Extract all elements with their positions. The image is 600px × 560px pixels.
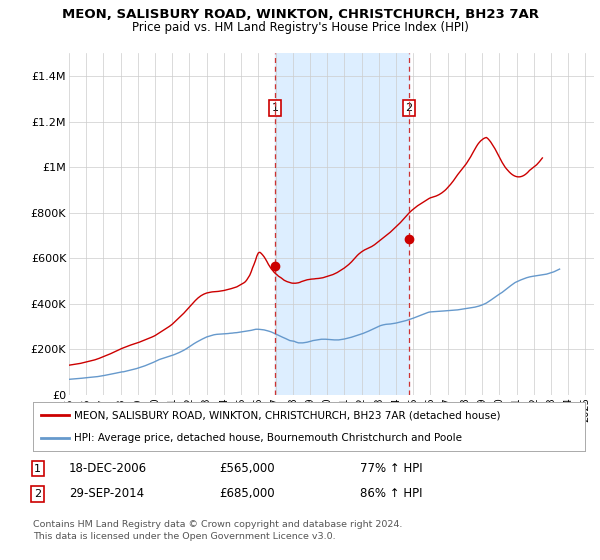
Text: 1: 1 bbox=[271, 103, 278, 113]
Text: MEON, SALISBURY ROAD, WINKTON, CHRISTCHURCH, BH23 7AR: MEON, SALISBURY ROAD, WINKTON, CHRISTCHU… bbox=[62, 8, 539, 21]
Text: Price paid vs. HM Land Registry's House Price Index (HPI): Price paid vs. HM Land Registry's House … bbox=[131, 21, 469, 34]
Text: Contains HM Land Registry data © Crown copyright and database right 2024.: Contains HM Land Registry data © Crown c… bbox=[33, 520, 403, 529]
Bar bbox=[275, 53, 409, 395]
Text: 86% ↑ HPI: 86% ↑ HPI bbox=[360, 487, 422, 501]
Text: MEON, SALISBURY ROAD, WINKTON, CHRISTCHURCH, BH23 7AR (detached house): MEON, SALISBURY ROAD, WINKTON, CHRISTCHU… bbox=[74, 410, 501, 421]
Text: HPI: Average price, detached house, Bournemouth Christchurch and Poole: HPI: Average price, detached house, Bour… bbox=[74, 433, 463, 444]
Text: 2: 2 bbox=[406, 103, 413, 113]
Text: This data is licensed under the Open Government Licence v3.0.: This data is licensed under the Open Gov… bbox=[33, 532, 335, 541]
Text: 18-DEC-2006: 18-DEC-2006 bbox=[69, 462, 147, 475]
Text: £685,000: £685,000 bbox=[219, 487, 275, 501]
Text: 77% ↑ HPI: 77% ↑ HPI bbox=[360, 462, 422, 475]
Text: 1: 1 bbox=[34, 464, 41, 474]
Text: 29-SEP-2014: 29-SEP-2014 bbox=[69, 487, 144, 501]
Text: £565,000: £565,000 bbox=[219, 462, 275, 475]
Text: 2: 2 bbox=[34, 489, 41, 499]
